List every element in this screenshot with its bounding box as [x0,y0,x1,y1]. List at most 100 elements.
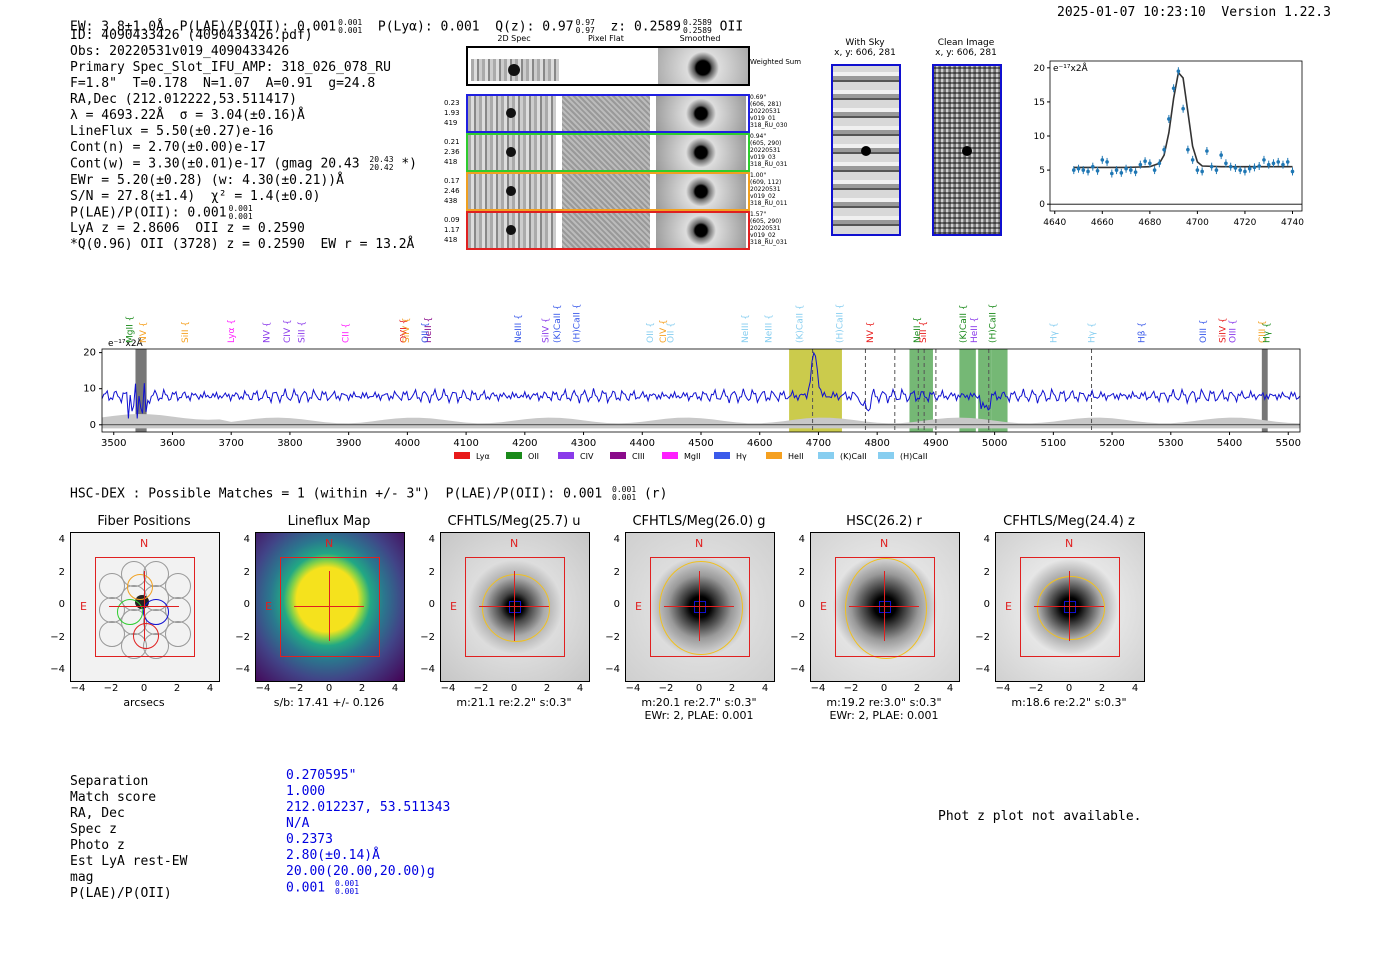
fit-data-point [1148,161,1152,166]
spectrum-line-label-text: SiII { [298,321,308,343]
panel-ytick-label: 4 [798,534,805,545]
legend-swatch [766,452,782,459]
panel-ytick-label: 0 [58,599,65,610]
cutout-row-stats: 0.09 1.17 418 [444,216,460,244]
legend-label: (H)CaII [900,452,927,461]
east-label: E [1005,600,1012,613]
spectrum-xtick-label: 3800 [277,438,302,449]
image-panel: CFHTLS/Meg(26.0) g N E 4 2 0 −2 −4 −4 −2 0 2 4 m:2… [605,510,790,725]
spectrum-line-label-text: (K)CaII { [959,304,969,343]
spectrum-masked-region [1261,349,1268,432]
panel-image: N E [440,532,590,682]
info-radec: RA,Dec (212.012222,53.511417) [70,92,297,107]
fit-data-point [1271,161,1276,166]
cutout-pixelflat [562,213,650,248]
fit-data-point [1195,168,1200,172]
legend-label: OII [528,452,539,461]
cutout-2dspec [468,135,556,170]
fit-data-point [1095,168,1100,173]
fit-data-point [1176,69,1181,74]
legend-swatch [454,452,470,459]
fit-data-point [1129,168,1133,172]
spectrum-line-label-text: CII { [342,323,352,343]
version-label: Version 1.22.3 [1221,5,1331,20]
cutout-row: 0.21 2.36 418 0.94" (605, 290) 20220531 … [444,133,796,172]
fit-data-point [1110,171,1114,176]
spectrum-line-label: HeII { [970,317,980,343]
spectrum-line-label: CIV { [283,319,293,343]
spectrum-line-label-text: NV { [262,322,272,343]
match-label: P(LAE)/P(OII) [70,886,172,901]
fit-ytick-label: 20 [1034,64,1046,74]
panel-ytick-label: 2 [58,566,65,578]
spectrum-xtick-label: 4700 [806,438,831,449]
spectrum-line-label-text: HeII { [424,317,434,343]
spectrum-line-label-text: OIII { [1199,319,1209,343]
spectrum-line-label-text: NeIII { [741,314,751,343]
spectrum-xtick-label: 4200 [512,438,537,449]
fit-xtick-label: 4680 [1138,218,1161,228]
legend-label: Lyα [476,452,490,461]
fit-data-point [1290,169,1295,174]
header-timestamp: 2025-01-07 10:23:10 Version 1.22.3 [1057,5,1331,20]
panel-xtick-label: 2 [358,683,366,694]
panel-xtick-label: −4 [440,683,456,694]
panel-ytick-label: −2 [605,631,620,643]
match-value: 0.001 0.001 0.001 [286,879,360,896]
panel-ytick-label: −4 [975,664,990,675]
match-label: Match score [70,790,157,805]
hsc-dex-title: HSC-DEX : Possible Matches = 1 (within +… [70,485,668,502]
legend-swatch [818,452,834,459]
spectrum-line-label-text: OII { [666,322,676,343]
panel-xtick-label: 0 [695,683,703,694]
weighted-smoothed-image [658,48,748,84]
legend-label: CIII [632,452,645,461]
panel-ytick-label: 0 [983,599,990,610]
spectrum-line-label-text: CIV { [283,319,293,343]
panel-xtick-label: −4 [255,683,271,694]
panel-image: N E [625,532,775,682]
fiber-highlight-blue [143,599,169,625]
fit-data-point [1252,165,1257,170]
fit-data-point [1209,164,1214,169]
panel-xtick-label: 0 [140,683,148,694]
panel-title: CFHTLS/Meg(24.4) z [1003,514,1135,529]
legend-label: (K)CaII [840,452,867,461]
cutout-row-meta: 0.69" (606, 281) 20220531 v019_01 318_RU… [750,94,788,129]
fit-data-point [1157,161,1162,166]
panel-xtick-label: 4 [1131,683,1139,694]
east-label: E [80,600,87,613]
fit-data-point [1205,149,1209,153]
cutout-row-frame [466,172,750,211]
spectrum-ytick-label: 10 [83,384,96,395]
match-label: Photo z [70,838,125,853]
fit-data-point [1105,160,1109,164]
spectrum-highlight-band [991,349,1008,432]
panel-ytick-label: 4 [428,534,435,545]
panel-ytick-label: −4 [790,664,805,675]
fit-data-point [1219,153,1223,157]
spectrum-xtick-label: 4000 [395,438,420,449]
with-sky-image [831,64,901,236]
info-lambda: λ = 4693.22Å σ = 3.04(±0.16)Å [70,108,305,123]
crosshair-v [329,571,331,641]
panel-xtick-label: 4 [206,683,214,694]
spectrum-line-label: MgII { [126,316,136,343]
aperture-ellipse [845,557,927,659]
spectrum-line-label-text: NV { [139,322,149,343]
cutout-row-frame [466,211,750,250]
panel-ytick-label: 4 [58,534,65,545]
spectrum-xtick-label: 4400 [630,438,655,449]
spectrum-line-label: SiII { [919,321,929,343]
cutout-row-frame [466,133,750,172]
panel-ytick-label: −2 [235,631,250,643]
panel-xtick-label: 4 [946,683,954,694]
spectrum-line-label: OII { [646,322,656,343]
full-spectrum-plot: 20 10 0 e⁻¹⁷x2Å 3500 3600 3700 3800 3900 4000 4100… [83,304,1301,462]
aperture-ellipse [659,560,743,656]
crosshair-v [514,571,516,641]
panel-ytick-label: 2 [983,566,990,578]
spectrum-xtick-label: 4600 [747,438,772,449]
cutout-grid: 2D Spec Pixel Flat Smoothed Weighted Sum… [444,34,801,259]
panel-ytick-label: 4 [243,534,250,545]
